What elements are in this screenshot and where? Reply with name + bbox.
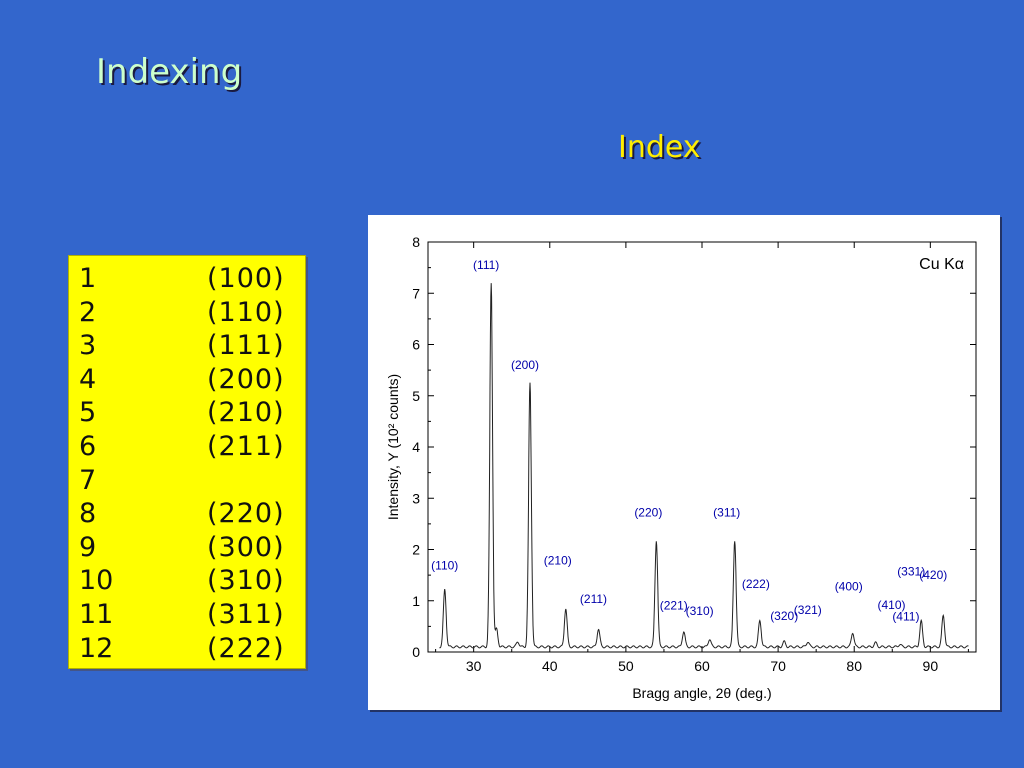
index-row: 3 (111) xyxy=(69,329,305,363)
index-row: 6 (211) xyxy=(69,430,305,464)
y-tick-label: 6 xyxy=(412,337,420,353)
index-row: 11 (311) xyxy=(69,598,305,632)
peak-label: (222) xyxy=(742,577,770,591)
y-tick-label: 5 xyxy=(412,388,420,404)
plot-frame xyxy=(427,241,977,653)
peak-label: (400) xyxy=(835,580,863,594)
index-row: 4 (200) xyxy=(69,363,305,397)
miller-index: (300) xyxy=(207,531,285,563)
index-row: 8 (220) xyxy=(69,497,305,531)
y-tick-label: 3 xyxy=(412,490,420,506)
miller-index: (100) xyxy=(207,263,285,294)
peak-label: (320) xyxy=(770,609,798,623)
peak-label: (420) xyxy=(919,568,947,582)
x-tick-label: 80 xyxy=(846,658,862,674)
peak-label: (110) xyxy=(431,558,458,572)
index-number: 5 xyxy=(79,397,97,429)
index-number: 6 xyxy=(79,430,97,462)
index-table: 1 (100) 2 (110) 3 (111) 4 (200) 5 (210) 6 (211) 7 8 (2… xyxy=(68,255,306,669)
index-number: 4 xyxy=(79,363,97,395)
y-tick-label: 0 xyxy=(412,644,420,660)
miller-index: (111) xyxy=(207,330,285,362)
x-tick-label: 70 xyxy=(770,658,786,674)
index-row: 1 (100) xyxy=(69,262,305,296)
index-heading: Index xyxy=(618,130,701,165)
peak-label: (220) xyxy=(634,505,662,519)
miller-index: (220) xyxy=(207,498,285,530)
diffraction-curve xyxy=(439,283,969,649)
y-tick-label: 2 xyxy=(412,542,420,558)
index-number: 11 xyxy=(79,598,114,630)
x-tick-label: 50 xyxy=(618,658,634,674)
miller-index: (200) xyxy=(207,363,285,395)
miller-index: (310) xyxy=(207,565,285,597)
xrd-chart: 0 1 2 3 4 5 6 7 8 30 40 50 60 70 80 90 Bragg angle, 2θ (… xyxy=(385,234,977,701)
index-number: 1 xyxy=(79,263,97,294)
peak-label: (200) xyxy=(511,358,539,372)
miller-index: (210) xyxy=(207,397,285,429)
index-number: 10 xyxy=(79,565,114,597)
x-tick-label: 40 xyxy=(542,658,558,674)
xrd-chart-panel: 0 1 2 3 4 5 6 7 8 30 40 50 60 70 80 90 Bragg angle, 2θ (… xyxy=(368,215,1000,710)
x-tick-label: 60 xyxy=(694,658,710,674)
peak-label: (410) xyxy=(878,598,906,612)
peak-label: (331) xyxy=(897,564,925,578)
y-tick-label: 1 xyxy=(412,593,420,609)
miller-index: (211) xyxy=(207,430,285,462)
index-row: 12 (222) xyxy=(69,632,305,666)
peak-label: (211) xyxy=(580,592,607,606)
y-tick-label: 7 xyxy=(412,285,420,301)
y-axis-label: Intensity, Y (10² counts) xyxy=(385,374,401,520)
index-row: 10 (310) xyxy=(69,564,305,598)
radiation-annotation: Cu Kα xyxy=(919,256,964,273)
peak-label: (111) xyxy=(473,258,499,272)
index-row: 9 (300) xyxy=(69,531,305,565)
miller-index: (311) xyxy=(207,598,285,630)
peak-label: (311) xyxy=(713,505,740,519)
peak-label: (411) xyxy=(892,609,919,623)
slide-title: Indexing xyxy=(96,52,243,92)
x-axis-label: Bragg angle, 2θ (deg.) xyxy=(632,685,771,701)
x-tick-label: 30 xyxy=(466,658,482,674)
peak-label: (310) xyxy=(686,604,714,618)
index-number: 9 xyxy=(79,531,97,563)
index-row: 5 (210) xyxy=(69,396,305,430)
miller-index: (110) xyxy=(207,296,285,328)
index-number: 3 xyxy=(79,330,97,362)
peak-label: (221) xyxy=(660,599,688,613)
miller-index: (222) xyxy=(207,632,285,664)
y-tick-label: 4 xyxy=(412,439,420,455)
x-tick-label: 90 xyxy=(923,658,939,674)
peak-label: (210) xyxy=(544,553,572,567)
index-number: 2 xyxy=(79,296,97,328)
y-tick-label: 8 xyxy=(412,234,420,250)
index-number: 8 xyxy=(79,498,97,530)
index-row: 7 xyxy=(69,464,305,498)
index-number: 12 xyxy=(79,632,114,664)
peak-label: (321) xyxy=(794,603,822,617)
index-number: 7 xyxy=(79,464,97,496)
index-row: 2 (110) xyxy=(69,296,305,330)
